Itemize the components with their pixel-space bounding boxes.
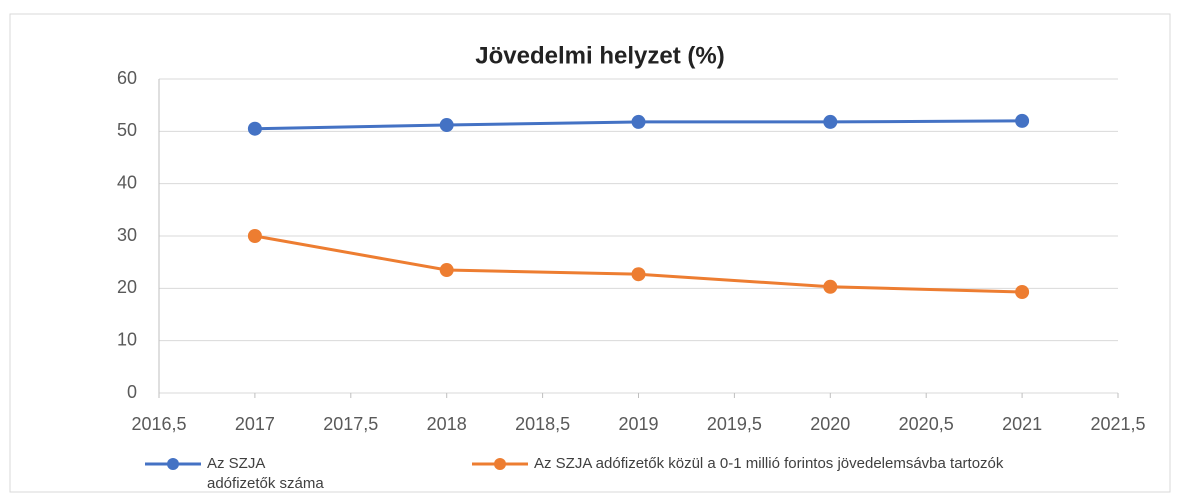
data-point — [1015, 284, 1030, 299]
x-tick-label: 2019 — [618, 414, 658, 434]
x-tick-label: 2018,5 — [515, 414, 570, 434]
y-tick-label: 30 — [117, 225, 137, 245]
x-tick-label: 2017 — [235, 414, 275, 434]
x-tick-label: 2020,5 — [899, 414, 954, 434]
data-point — [1015, 113, 1030, 128]
data-point — [823, 114, 838, 129]
y-tick-label: 0 — [127, 382, 137, 402]
data-point — [247, 229, 262, 243]
chart-border — [9, 13, 1171, 493]
x-tick-label: 2016,5 — [131, 414, 186, 434]
legend-swatch — [472, 458, 528, 470]
data-point — [631, 114, 646, 129]
data-point — [631, 267, 646, 282]
x-tick-label: 2018 — [427, 414, 467, 434]
data-point — [439, 118, 454, 133]
x-tick-label: 2021 — [1002, 414, 1042, 434]
x-tick-label: 2020 — [810, 414, 850, 434]
x-tick-label: 2017,5 — [323, 414, 378, 434]
legend-label: Az SZJA adófizetők száma — [207, 455, 324, 492]
series-line — [254, 234, 1023, 294]
y-tick-label: 10 — [117, 329, 137, 349]
data-point — [439, 263, 454, 278]
legend-swatch — [145, 458, 201, 470]
x-tick-label: 2019,5 — [707, 414, 762, 434]
x-tick-label: 2021,5 — [1090, 414, 1145, 434]
data-point — [247, 121, 262, 136]
data-point — [823, 279, 838, 294]
legend-label: Az SZJA adófizetők közül a 0-1 millió fo… — [534, 455, 1004, 472]
y-tick-label: 40 — [117, 172, 137, 192]
chart-title: Jövedelmi helyzet (%) — [475, 42, 724, 69]
y-tick-label: 60 — [117, 68, 137, 88]
y-tick-label: 50 — [117, 120, 137, 140]
y-tick-label: 20 — [117, 277, 137, 297]
